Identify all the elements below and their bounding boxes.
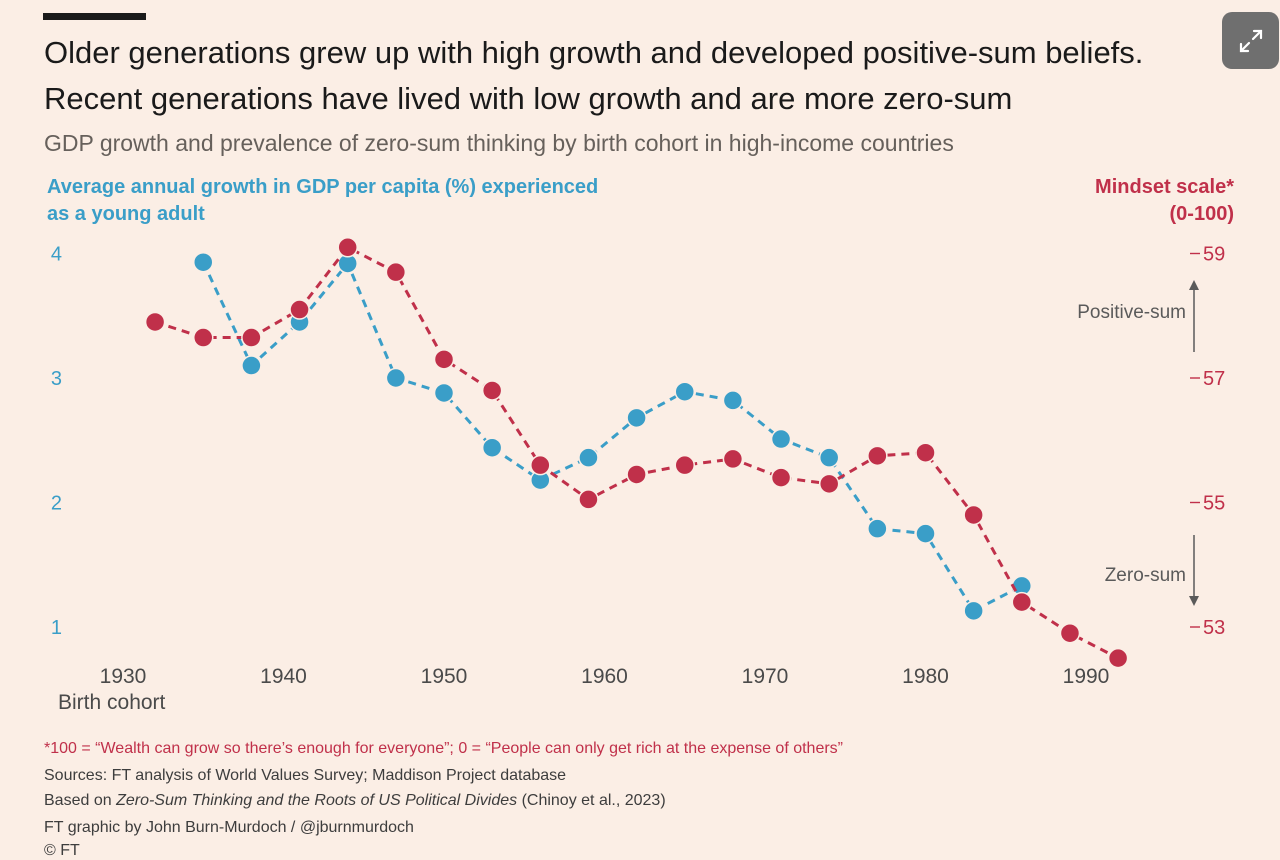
mindset-series-point bbox=[241, 327, 262, 348]
top-rule bbox=[43, 13, 146, 20]
x-tick-label: 1990 bbox=[1063, 665, 1110, 688]
right-tick-label: 55 bbox=[1203, 493, 1225, 515]
x-tick-label: 1930 bbox=[100, 665, 147, 688]
growth-series-point bbox=[626, 407, 647, 429]
left-tick-label: 2 bbox=[51, 493, 62, 515]
x-tick-label: 1950 bbox=[421, 665, 468, 688]
mindset-series-point bbox=[915, 442, 936, 463]
x-axis-label: Birth cohort bbox=[58, 691, 166, 714]
mindset-series-point bbox=[289, 299, 310, 320]
growth-series-point bbox=[770, 428, 792, 450]
footnote-definition: *100 = “Wealth can grow so there’s enoug… bbox=[44, 740, 843, 757]
x-tick-label: 1940 bbox=[260, 665, 307, 688]
growth-series-point bbox=[963, 600, 984, 622]
growth-series-point bbox=[867, 518, 888, 539]
growth-series-point bbox=[241, 355, 262, 376]
growth-series-point bbox=[578, 447, 599, 468]
growth-series-point bbox=[433, 382, 455, 404]
footnote-based-on: Based on Zero-Sum Thinking and the Roots… bbox=[44, 792, 666, 810]
mindset-series-point bbox=[818, 473, 840, 495]
mindset-series-point bbox=[337, 237, 358, 258]
growth-series-point bbox=[674, 381, 695, 402]
mindset-series-point bbox=[385, 261, 407, 283]
left-axis-label: Average annual growth in GDP per capita … bbox=[47, 176, 599, 225]
right-axis-label-line2: (0-100) bbox=[1169, 203, 1234, 225]
x-tick-label: 1980 bbox=[902, 665, 949, 688]
mindset-series-point bbox=[674, 454, 695, 476]
right-axis-label-line1: Mindset scale* bbox=[1095, 176, 1234, 198]
arrow-down-icon bbox=[1189, 596, 1199, 606]
growth-series-point bbox=[722, 390, 744, 411]
zero-sum-label: Zero-sum bbox=[1105, 565, 1186, 586]
footnote-copyright: © FT bbox=[44, 842, 80, 859]
mindset-series-point bbox=[433, 349, 455, 370]
mindset-series-point bbox=[193, 327, 214, 348]
left-tick-label: 4 bbox=[51, 244, 62, 266]
right-axis-label: Mindset scale* (0-100) bbox=[934, 174, 1234, 228]
based-on-prefix: Based on bbox=[44, 792, 117, 809]
right-tick-label: 53 bbox=[1203, 617, 1225, 639]
mindset-series-point bbox=[530, 454, 551, 476]
expand-button[interactable] bbox=[1222, 12, 1279, 69]
chart-title: Older generations grew up with high grow… bbox=[44, 35, 1144, 116]
mindset-series-point bbox=[578, 489, 599, 510]
growth-series-point bbox=[193, 251, 214, 273]
mindset-series-point bbox=[1011, 591, 1033, 613]
left-tick-label: 3 bbox=[51, 368, 62, 390]
mindset-series-point bbox=[481, 380, 503, 401]
expand-icon bbox=[1239, 29, 1262, 52]
mindset-series-point bbox=[144, 311, 166, 333]
footnote-credit: FT graphic by John Burn-Murdoch / @jburn… bbox=[44, 819, 414, 836]
arrow-up-icon bbox=[1189, 280, 1199, 290]
mindset-series-point bbox=[722, 448, 744, 470]
x-tick-label: 1960 bbox=[581, 665, 628, 688]
x-tick-label: 1970 bbox=[742, 665, 789, 688]
mindset-series-point bbox=[963, 504, 984, 526]
growth-series-point bbox=[915, 523, 936, 544]
right-tick-label: 57 bbox=[1203, 368, 1225, 390]
growth-series-point bbox=[818, 447, 840, 468]
mindset-series-point bbox=[626, 464, 647, 485]
mindset-series-point bbox=[1059, 622, 1081, 644]
mindset-series-point bbox=[770, 467, 792, 488]
positive-sum-label: Positive-sum bbox=[1077, 302, 1186, 323]
right-tick-label: 59 bbox=[1203, 244, 1225, 266]
growth-series-line bbox=[201, 261, 1023, 613]
based-on-title: Zero-Sum Thinking and the Roots of US Po… bbox=[116, 792, 518, 809]
based-on-suffix: (Chinoy et al., 2023) bbox=[517, 792, 666, 809]
footnote-sources: Sources: FT analysis of World Values Sur… bbox=[44, 767, 567, 784]
growth-series-point bbox=[385, 367, 407, 389]
left-tick-label: 1 bbox=[51, 617, 62, 639]
chart-subtitle: GDP growth and prevalence of zero-sum th… bbox=[44, 130, 954, 156]
growth-series-point bbox=[481, 437, 503, 458]
mindset-series-point bbox=[1107, 647, 1129, 669]
mindset-series-point bbox=[867, 445, 888, 467]
